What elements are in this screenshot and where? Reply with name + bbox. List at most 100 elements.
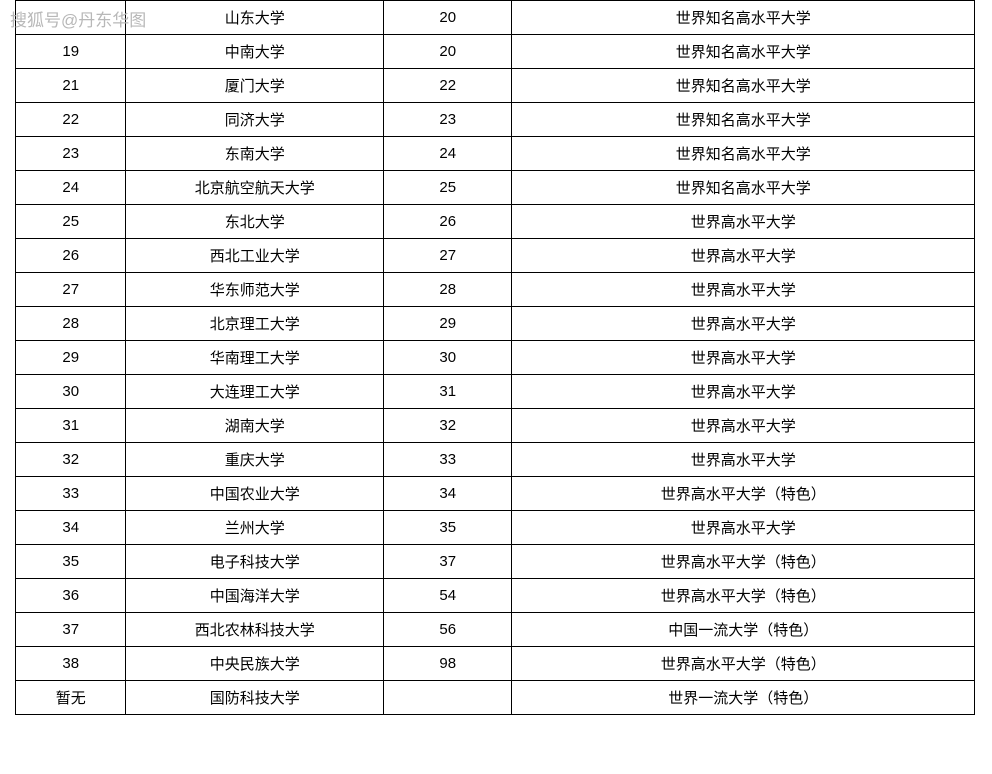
table-cell: 24 bbox=[16, 171, 126, 205]
table-cell: 世界高水平大学（特色） bbox=[512, 477, 975, 511]
watermark-text: 搜狐号@丹东华图 bbox=[10, 6, 146, 31]
table-row: 山东大学20世界知名高水平大学 bbox=[16, 1, 975, 35]
table-cell: 26 bbox=[16, 239, 126, 273]
table-row: 19中南大学20世界知名高水平大学 bbox=[16, 35, 975, 69]
table-row: 38中央民族大学98世界高水平大学（特色） bbox=[16, 647, 975, 681]
table-cell: 西北工业大学 bbox=[126, 239, 384, 273]
table-cell: 中央民族大学 bbox=[126, 647, 384, 681]
table-cell: 31 bbox=[16, 409, 126, 443]
table-cell: 23 bbox=[384, 103, 512, 137]
table-cell: 25 bbox=[16, 205, 126, 239]
table-cell: 中南大学 bbox=[126, 35, 384, 69]
table-cell: 32 bbox=[16, 443, 126, 477]
table-cell: 世界知名高水平大学 bbox=[512, 1, 975, 35]
table-cell: 世界高水平大学 bbox=[512, 375, 975, 409]
table-cell: 54 bbox=[384, 579, 512, 613]
table-cell: 世界知名高水平大学 bbox=[512, 69, 975, 103]
table-cell: 世界高水平大学 bbox=[512, 273, 975, 307]
table-cell: 兰州大学 bbox=[126, 511, 384, 545]
table-cell: 30 bbox=[384, 341, 512, 375]
table-cell: 20 bbox=[384, 1, 512, 35]
table-cell: 22 bbox=[16, 103, 126, 137]
table-cell: 27 bbox=[384, 239, 512, 273]
table-row: 24北京航空航天大学25世界知名高水平大学 bbox=[16, 171, 975, 205]
table-cell: 21 bbox=[16, 69, 126, 103]
table-row: 27华东师范大学28世界高水平大学 bbox=[16, 273, 975, 307]
table-row: 21厦门大学22世界知名高水平大学 bbox=[16, 69, 975, 103]
table-cell: 世界高水平大学（特色） bbox=[512, 647, 975, 681]
table-cell: 29 bbox=[384, 307, 512, 341]
table-cell: 华东师范大学 bbox=[126, 273, 384, 307]
table-cell: 28 bbox=[16, 307, 126, 341]
table-cell: 世界知名高水平大学 bbox=[512, 35, 975, 69]
table-row: 22同济大学23世界知名高水平大学 bbox=[16, 103, 975, 137]
table-cell: 35 bbox=[16, 545, 126, 579]
table-cell: 29 bbox=[16, 341, 126, 375]
table-cell: 国防科技大学 bbox=[126, 681, 384, 715]
table-cell: 世界高水平大学（特色） bbox=[512, 579, 975, 613]
table-cell: 东南大学 bbox=[126, 137, 384, 171]
table-cell: 世界一流大学（特色） bbox=[512, 681, 975, 715]
table-cell: 中国一流大学（特色） bbox=[512, 613, 975, 647]
table-cell: 世界高水平大学 bbox=[512, 511, 975, 545]
table-row: 36中国海洋大学54世界高水平大学（特色） bbox=[16, 579, 975, 613]
table-row: 30大连理工大学31世界高水平大学 bbox=[16, 375, 975, 409]
table-cell: 24 bbox=[384, 137, 512, 171]
table-cell: 56 bbox=[384, 613, 512, 647]
table-row: 35电子科技大学37世界高水平大学（特色） bbox=[16, 545, 975, 579]
table-cell: 世界高水平大学 bbox=[512, 409, 975, 443]
table-cell: 世界高水平大学 bbox=[512, 341, 975, 375]
table-row: 23东南大学24世界知名高水平大学 bbox=[16, 137, 975, 171]
table-row: 暂无国防科技大学 世界一流大学（特色） bbox=[16, 681, 975, 715]
table-cell: 同济大学 bbox=[126, 103, 384, 137]
table-row: 33中国农业大学34世界高水平大学（特色） bbox=[16, 477, 975, 511]
table-row: 32重庆大学33世界高水平大学 bbox=[16, 443, 975, 477]
table-cell: 厦门大学 bbox=[126, 69, 384, 103]
table-cell: 世界高水平大学（特色） bbox=[512, 545, 975, 579]
table-cell: 22 bbox=[384, 69, 512, 103]
table-cell: 27 bbox=[16, 273, 126, 307]
table-cell: 世界高水平大学 bbox=[512, 307, 975, 341]
table-cell: 世界高水平大学 bbox=[512, 239, 975, 273]
table-cell: 98 bbox=[384, 647, 512, 681]
table-cell: 北京理工大学 bbox=[126, 307, 384, 341]
table-row: 28北京理工大学29世界高水平大学 bbox=[16, 307, 975, 341]
table-cell: 34 bbox=[384, 477, 512, 511]
table-cell: 26 bbox=[384, 205, 512, 239]
table-cell: 32 bbox=[384, 409, 512, 443]
table-cell: 20 bbox=[384, 35, 512, 69]
table-cell: 中国海洋大学 bbox=[126, 579, 384, 613]
table-row: 26西北工业大学27世界高水平大学 bbox=[16, 239, 975, 273]
table-cell: 北京航空航天大学 bbox=[126, 171, 384, 205]
table-cell: 31 bbox=[384, 375, 512, 409]
table-cell: 东北大学 bbox=[126, 205, 384, 239]
table-cell: 世界高水平大学 bbox=[512, 443, 975, 477]
table-cell: 电子科技大学 bbox=[126, 545, 384, 579]
table-cell: 世界高水平大学 bbox=[512, 205, 975, 239]
university-ranking-table: 山东大学20世界知名高水平大学19中南大学20世界知名高水平大学21厦门大学22… bbox=[15, 0, 975, 715]
table-row: 25东北大学26世界高水平大学 bbox=[16, 205, 975, 239]
table-cell: 28 bbox=[384, 273, 512, 307]
table-cell: 世界知名高水平大学 bbox=[512, 103, 975, 137]
table-cell: 30 bbox=[16, 375, 126, 409]
table-cell: 世界知名高水平大学 bbox=[512, 137, 975, 171]
table-cell: 山东大学 bbox=[126, 1, 384, 35]
table-cell: 西北农林科技大学 bbox=[126, 613, 384, 647]
table-cell: 暂无 bbox=[16, 681, 126, 715]
table-cell: 重庆大学 bbox=[126, 443, 384, 477]
table-cell: 37 bbox=[384, 545, 512, 579]
table-cell: 中国农业大学 bbox=[126, 477, 384, 511]
table-cell: 34 bbox=[16, 511, 126, 545]
table-cell: 36 bbox=[16, 579, 126, 613]
table-cell: 世界知名高水平大学 bbox=[512, 171, 975, 205]
table-row: 29华南理工大学30世界高水平大学 bbox=[16, 341, 975, 375]
table-cell: 23 bbox=[16, 137, 126, 171]
table-cell: 33 bbox=[16, 477, 126, 511]
table-cell: 35 bbox=[384, 511, 512, 545]
table-cell: 华南理工大学 bbox=[126, 341, 384, 375]
table-cell: 大连理工大学 bbox=[126, 375, 384, 409]
table-row: 34兰州大学35世界高水平大学 bbox=[16, 511, 975, 545]
table-cell bbox=[384, 681, 512, 715]
table-row: 31湖南大学32世界高水平大学 bbox=[16, 409, 975, 443]
table-cell: 33 bbox=[384, 443, 512, 477]
